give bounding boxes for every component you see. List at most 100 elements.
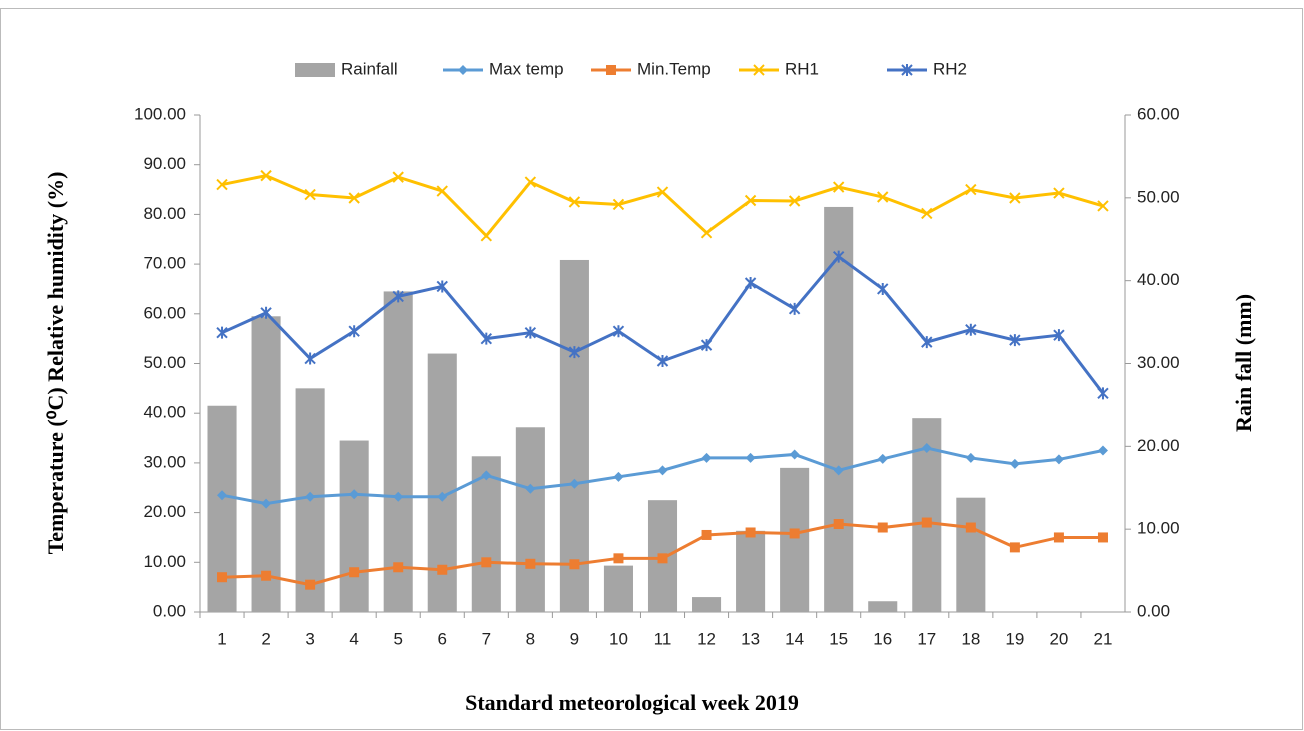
y-tick-label: 90.00 — [143, 154, 186, 173]
point — [392, 171, 404, 183]
y-tick-label: 0.00 — [153, 601, 186, 620]
point — [744, 276, 757, 289]
point — [216, 178, 228, 191]
bar — [559, 259, 589, 612]
y-axis-title: Temperature (⁰C) Relative humidity (%) — [43, 172, 68, 555]
legend-marker — [753, 64, 765, 76]
point — [304, 352, 316, 365]
point — [1009, 542, 1020, 553]
point — [656, 186, 669, 198]
legend-label: Rainfall — [341, 59, 398, 78]
point — [348, 192, 360, 204]
y-tick-label: 60.00 — [143, 303, 186, 322]
point — [1009, 458, 1020, 469]
point — [700, 227, 713, 239]
y-tick-label: 40.00 — [143, 403, 186, 422]
point — [788, 302, 801, 315]
y2-tick-label: 40.00 — [1137, 270, 1180, 289]
point — [877, 453, 888, 464]
point — [436, 185, 448, 197]
point — [1009, 192, 1021, 204]
legend-label: RH1 — [785, 59, 819, 78]
bar — [339, 440, 369, 612]
point — [349, 489, 360, 500]
point — [304, 188, 316, 201]
x-tick-label: 14 — [785, 629, 804, 648]
bar — [956, 497, 986, 612]
x-tick-label: 13 — [741, 629, 760, 648]
point — [393, 491, 404, 502]
bar — [692, 597, 722, 612]
point — [392, 290, 404, 303]
point — [481, 557, 492, 568]
point — [393, 562, 404, 573]
x-tick-label: 3 — [305, 629, 314, 648]
point — [524, 176, 537, 188]
y2-tick-label: 30.00 — [1137, 353, 1180, 372]
y2-axis-title: Rain fall (mm) — [1231, 294, 1256, 432]
point — [788, 195, 801, 207]
x-tick-label: 8 — [526, 629, 535, 648]
point — [1053, 532, 1064, 543]
bar — [824, 206, 854, 612]
point — [260, 306, 272, 319]
point — [877, 282, 889, 295]
point — [261, 570, 272, 581]
point — [965, 452, 976, 463]
point — [569, 478, 580, 489]
x-tick-label: 4 — [349, 629, 358, 648]
point — [965, 522, 976, 533]
y-tick-label: 50.00 — [143, 353, 186, 372]
y2-tick-label: 50.00 — [1137, 187, 1180, 206]
x-axis-title: Standard meteorological week 2019 — [465, 690, 799, 715]
x-tick-label: 6 — [438, 629, 447, 648]
point — [877, 191, 889, 203]
point — [348, 325, 360, 338]
point — [349, 567, 360, 578]
y-tick-label: 30.00 — [143, 452, 186, 471]
x-tick-label: 20 — [1049, 629, 1068, 648]
point — [613, 471, 624, 482]
point — [305, 579, 316, 590]
legend-marker — [901, 64, 913, 76]
x-tick-label: 21 — [1094, 629, 1113, 648]
point — [216, 326, 228, 339]
point — [833, 519, 844, 530]
point — [437, 491, 448, 502]
x-tick-label: 12 — [697, 629, 716, 648]
y2-tick-label: 10.00 — [1137, 519, 1180, 538]
bar — [471, 456, 501, 612]
point — [1097, 387, 1109, 400]
point — [877, 522, 888, 533]
x-tick-label: 10 — [609, 629, 628, 648]
point — [789, 449, 800, 460]
point — [832, 250, 845, 263]
point — [437, 564, 448, 575]
point — [1053, 187, 1065, 199]
point — [965, 323, 977, 336]
point — [657, 553, 668, 564]
point — [525, 558, 536, 569]
point — [568, 346, 581, 359]
point — [305, 491, 316, 502]
legend-label: Min.Temp — [637, 59, 711, 78]
x-tick-label: 18 — [961, 629, 980, 648]
point — [612, 325, 625, 338]
point — [745, 527, 756, 538]
bar — [383, 291, 413, 612]
frame — [0, 8, 1303, 730]
line — [221, 174, 1104, 239]
point — [921, 336, 933, 349]
point — [1097, 445, 1108, 456]
point — [744, 194, 757, 207]
x-tick-label: 1 — [217, 629, 226, 648]
point — [833, 465, 844, 476]
x-tick-label: 9 — [570, 629, 579, 648]
point — [524, 326, 537, 339]
x-tick-label: 5 — [393, 629, 402, 648]
point — [525, 483, 536, 494]
bar — [868, 601, 898, 612]
x-tick-label: 16 — [873, 629, 892, 648]
y-tick-label: 100.00 — [134, 104, 186, 123]
point — [656, 355, 669, 368]
